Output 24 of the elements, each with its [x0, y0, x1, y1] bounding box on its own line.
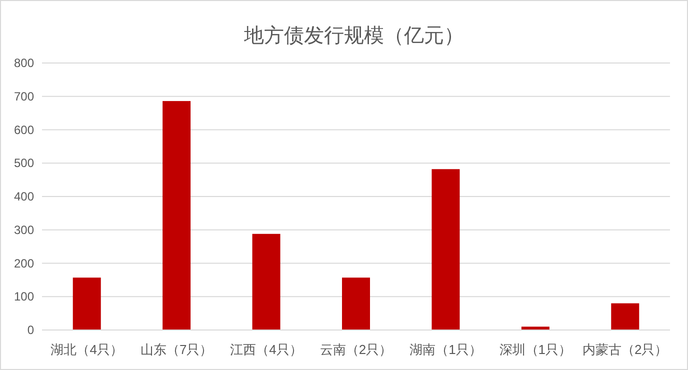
- x-tick-label: 云南（2只）: [320, 342, 392, 357]
- y-tick-label: 700: [14, 89, 34, 104]
- y-tick-label: 0: [27, 323, 34, 337]
- x-tick-label: 湖北（4只）: [50, 342, 123, 357]
- y-tick-label: 300: [14, 222, 34, 237]
- bar: [432, 169, 460, 330]
- bar: [72, 278, 101, 330]
- chart-title: 地方债发行规模（亿元）: [243, 24, 464, 47]
- y-tick-label: 400: [14, 190, 34, 204]
- x-tick-label: 江西（4只）: [230, 342, 302, 357]
- x-tick-label: 内蒙古（2只）: [582, 342, 668, 357]
- y-tick-label: 200: [14, 256, 34, 270]
- bar: [611, 303, 640, 330]
- bar: [162, 101, 191, 330]
- x-tick-label: 湖南（1只）: [410, 342, 482, 357]
- bar: [521, 326, 550, 330]
- y-tick-label: 600: [14, 122, 34, 137]
- x-tick-label: 山东（7只）: [140, 342, 213, 357]
- y-tick-label: 800: [14, 56, 34, 70]
- y-tick-label: 100: [14, 290, 34, 304]
- bar: [252, 234, 280, 330]
- y-tick-label: 500: [14, 156, 34, 170]
- bar: [342, 278, 370, 330]
- x-tick-label: 深圳（1只）: [499, 342, 572, 357]
